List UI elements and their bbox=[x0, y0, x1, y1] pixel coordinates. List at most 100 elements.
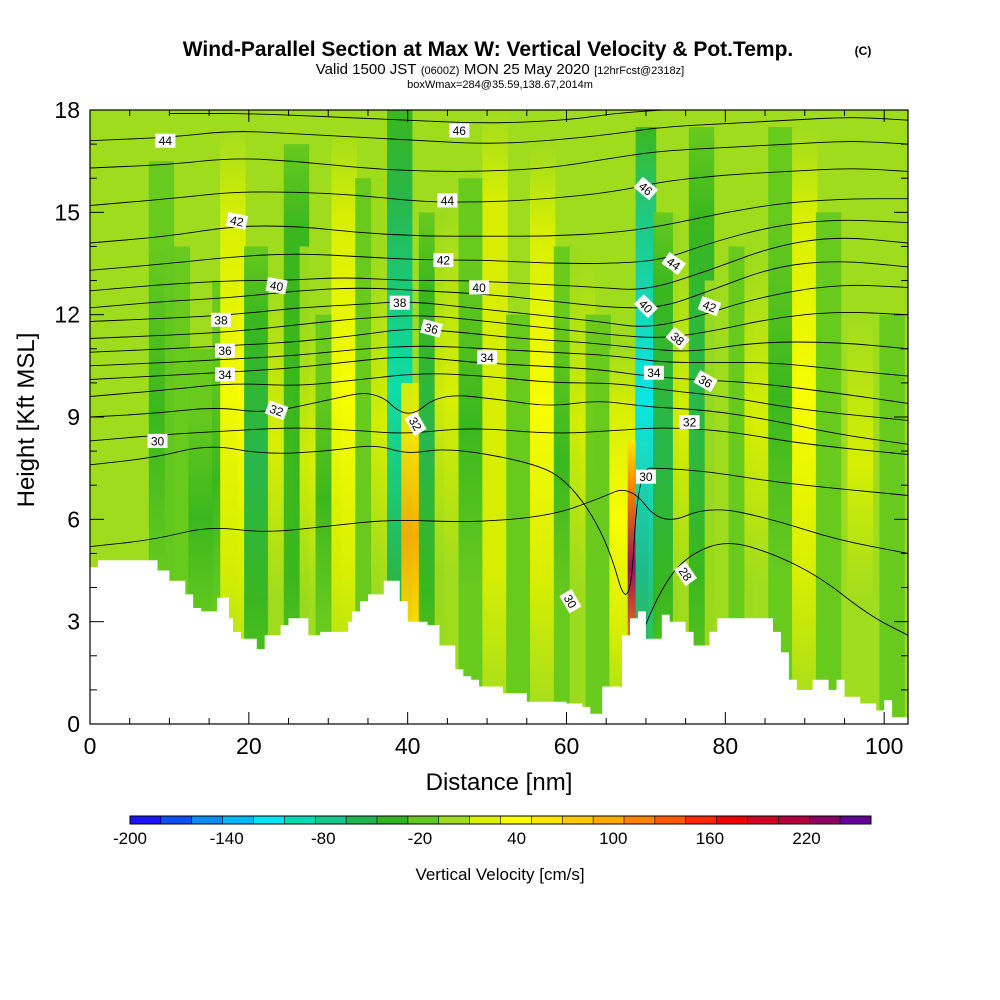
x-tick-label: 20 bbox=[236, 733, 262, 759]
colorbar-tick-label: 220 bbox=[792, 829, 820, 848]
contour-label-text: 36 bbox=[423, 320, 440, 337]
colorbar-swatch bbox=[809, 816, 841, 824]
contour-label: 32 bbox=[264, 400, 289, 421]
contour-label-text: 30 bbox=[151, 434, 165, 448]
contour-label-text: 34 bbox=[480, 351, 494, 365]
contour-label: 32 bbox=[679, 415, 700, 430]
contour-label-text: 46 bbox=[453, 124, 467, 138]
colorbar-swatch bbox=[654, 816, 687, 824]
contour-label-box bbox=[437, 193, 458, 208]
contour-label: 36 bbox=[420, 318, 443, 338]
contour-label: 42 bbox=[433, 253, 454, 268]
colorbar-swatch bbox=[284, 816, 316, 824]
x-tick-label: 0 bbox=[84, 733, 97, 759]
isentrope-line bbox=[90, 219, 908, 271]
y-tick-label: 0 bbox=[67, 711, 80, 737]
contour-label-box bbox=[633, 294, 658, 319]
colorbar-tick-label: 160 bbox=[696, 829, 724, 848]
y-tick-label: 9 bbox=[67, 404, 80, 430]
isentrope-line bbox=[90, 168, 908, 206]
colorbar-title: Vertical Velocity [cm/s] bbox=[415, 865, 584, 884]
w-column bbox=[482, 110, 508, 724]
contour-label: 32 bbox=[404, 411, 427, 436]
contour-label: 46 bbox=[449, 123, 470, 138]
contour-label: 30 bbox=[635, 469, 656, 484]
contour-label: 38 bbox=[665, 326, 690, 351]
contour-label-text: 32 bbox=[268, 402, 286, 420]
contour-label: 40 bbox=[469, 280, 490, 295]
contour-label-text: 32 bbox=[406, 415, 425, 434]
contour-label-text: 34 bbox=[647, 366, 661, 380]
contour-label-text: 44 bbox=[159, 134, 173, 148]
colorbar-swatch bbox=[346, 816, 378, 824]
colorbar-swatch bbox=[562, 816, 594, 824]
contour-label-box bbox=[433, 253, 454, 268]
contour-label-box bbox=[265, 277, 288, 295]
x-tick-label: 40 bbox=[395, 733, 421, 759]
isentrope-line bbox=[90, 373, 908, 421]
colorbar-tick-label: -20 bbox=[408, 829, 433, 848]
w-column bbox=[434, 127, 461, 724]
contour-label: 46 bbox=[633, 176, 659, 201]
contour-label: 36 bbox=[693, 370, 718, 393]
colorbar-tick-label: -140 bbox=[210, 829, 244, 848]
colorbar-tick-label: -80 bbox=[311, 829, 336, 848]
colorbar-tick-label: 100 bbox=[599, 829, 627, 848]
contour-label-box bbox=[665, 326, 690, 351]
contour-label: 44 bbox=[437, 193, 458, 208]
isentrope-line bbox=[90, 489, 908, 554]
contour-label-box bbox=[215, 367, 235, 382]
contour-label-box bbox=[449, 123, 470, 138]
chart-title: Wind-Parallel Section at Max W: Vertical… bbox=[183, 38, 794, 61]
contour-label-text: 34 bbox=[218, 368, 232, 382]
contour-label-text: 38 bbox=[214, 313, 228, 327]
w-column bbox=[815, 212, 842, 724]
contour-label-box bbox=[404, 411, 427, 436]
contour-label: 44 bbox=[661, 252, 686, 275]
contour-label-box bbox=[477, 350, 498, 365]
contour-label: 42 bbox=[697, 296, 722, 317]
contour-label-box bbox=[643, 365, 664, 380]
isentrope-line bbox=[90, 284, 908, 327]
valid-zulu: (0600Z) bbox=[421, 65, 460, 77]
x-tick-label: 100 bbox=[865, 733, 903, 759]
y-tick-label: 12 bbox=[54, 302, 80, 328]
isentrope-line bbox=[90, 345, 908, 377]
colorbar-swatch bbox=[624, 816, 656, 824]
contour-label: 40 bbox=[265, 277, 288, 295]
colorbar-swatch bbox=[500, 816, 532, 824]
box-info: boxWmax=284@35.59,138.67,2014m bbox=[407, 79, 593, 91]
colorbar-swatch bbox=[438, 816, 471, 824]
isentrope-line bbox=[90, 393, 908, 445]
copyright-mark: (C) bbox=[855, 44, 872, 58]
contour-label-box bbox=[420, 318, 443, 338]
isentrope-line bbox=[90, 328, 908, 353]
contour-label-box bbox=[674, 561, 698, 587]
colorbar-swatch bbox=[407, 816, 440, 824]
contour-label: 42 bbox=[225, 211, 249, 230]
contour-label-box bbox=[633, 176, 659, 201]
colorbar-swatch bbox=[315, 816, 347, 824]
contour-label-box bbox=[225, 211, 249, 230]
contour-label: 28 bbox=[674, 561, 698, 587]
contour-label-text: 30 bbox=[561, 592, 580, 611]
isentrope-line bbox=[90, 141, 908, 172]
contour-label-box bbox=[469, 280, 490, 295]
contour-label: 38 bbox=[389, 295, 410, 310]
forecast-info: [12hrFcst@2318z] bbox=[594, 65, 684, 77]
contour-label-text: 30 bbox=[639, 470, 653, 484]
valid-date: MON 25 May 2020 bbox=[464, 61, 590, 78]
contour-label: 38 bbox=[211, 312, 231, 327]
colorbar-swatch bbox=[840, 816, 872, 824]
contour-label-text: 36 bbox=[218, 344, 232, 358]
x-tick-label: 80 bbox=[713, 733, 739, 759]
isentrope-line bbox=[90, 445, 908, 595]
contour-label-text: 40 bbox=[472, 281, 486, 295]
valid-time: Valid 1500 JST bbox=[316, 61, 417, 78]
colorbar-tick-label: -200 bbox=[113, 829, 147, 848]
colorbar-swatch bbox=[253, 816, 285, 824]
y-tick-label: 3 bbox=[67, 609, 80, 635]
x-axis-title: Distance [nm] bbox=[426, 769, 573, 796]
x-tick-label: 60 bbox=[554, 733, 580, 759]
